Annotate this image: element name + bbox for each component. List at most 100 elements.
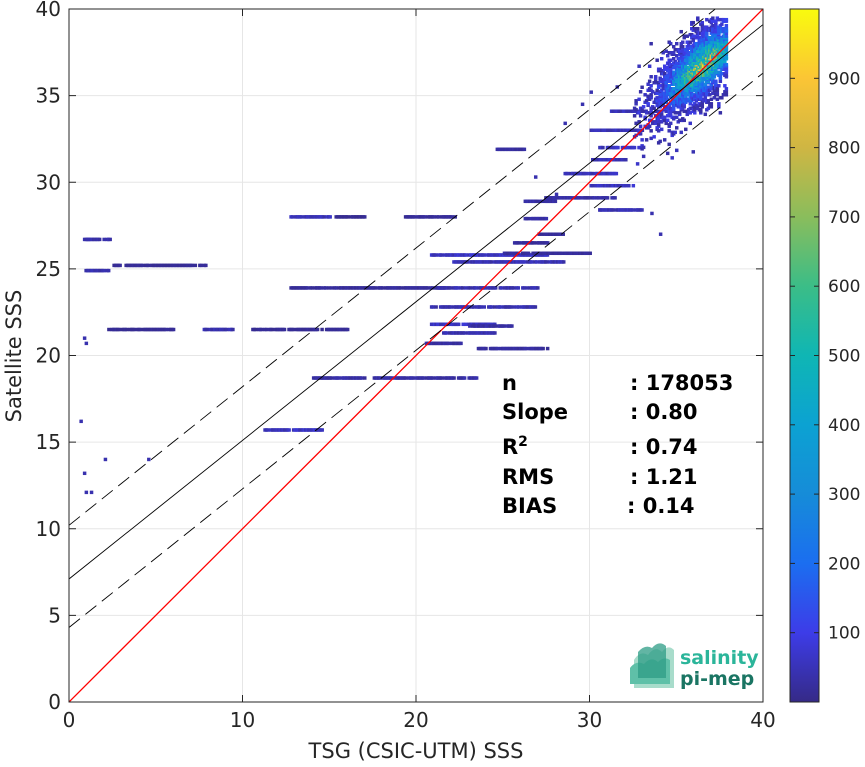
- density-cell: [699, 96, 703, 100]
- density-cell: [640, 138, 644, 142]
- density-cell: [337, 376, 341, 380]
- density-cell: [653, 75, 658, 79]
- density-cell: [440, 376, 444, 380]
- stat-label: n: [502, 371, 517, 395]
- density-cell: [682, 109, 686, 114]
- density-cell: [449, 305, 453, 309]
- density-cell: [641, 154, 646, 159]
- density-cell: [225, 327, 229, 332]
- density-cell: [634, 108, 638, 112]
- colorbar-tick-label: 800: [828, 139, 860, 159]
- density-cell: [634, 102, 638, 106]
- stat-value: : 0.14: [627, 494, 695, 518]
- density-cell: [315, 327, 320, 332]
- density-cell: [627, 183, 631, 188]
- density-cell: [674, 41, 679, 46]
- density-cell: [724, 55, 729, 59]
- density-cell: [661, 50, 665, 55]
- density-cell: [671, 50, 676, 55]
- density-cell: [591, 128, 595, 133]
- density-cell: [270, 327, 275, 332]
- density-cell: [323, 286, 328, 290]
- density-dot: [563, 121, 567, 126]
- density-cell: [534, 260, 539, 264]
- density-cell: [721, 93, 726, 97]
- density-cell: [474, 376, 479, 380]
- colorbar-tick-label: 300: [828, 485, 860, 505]
- density-cell: [650, 90, 655, 94]
- density-cell: [715, 87, 720, 91]
- density-cell: [649, 136, 653, 141]
- density-cell: [412, 215, 417, 219]
- density-cell: [588, 251, 592, 256]
- density-cell: [724, 26, 729, 31]
- density-cell: [649, 41, 653, 46]
- stat-label: BIAS: [502, 494, 557, 518]
- density-dot: [82, 336, 87, 340]
- density-cell: [664, 49, 668, 53]
- density-cell: [703, 112, 708, 117]
- density-cell: [659, 56, 664, 61]
- density-cell: [724, 23, 729, 28]
- density-cell: [723, 59, 727, 64]
- density-cell: [390, 376, 395, 380]
- density-cell: [715, 97, 720, 102]
- density-cell: [709, 102, 714, 106]
- density-dot: [147, 457, 151, 462]
- density-cell: [132, 327, 137, 332]
- density-cell: [328, 215, 332, 219]
- density-cell: [634, 99, 638, 103]
- density-cell: [464, 322, 468, 327]
- density-cell: [624, 183, 628, 188]
- density-cell: [674, 53, 679, 58]
- density-cell: [479, 305, 483, 309]
- density-cell: [345, 327, 350, 332]
- density-cell: [558, 232, 562, 236]
- density-cell: [611, 208, 616, 212]
- density-cell: [532, 241, 536, 245]
- y-tick-label: 25: [36, 257, 61, 281]
- density-dot: [554, 192, 559, 197]
- density-cell: [363, 376, 367, 380]
- density-cell: [638, 124, 643, 129]
- density-cell: [590, 171, 595, 176]
- x-tick-label: 40: [750, 708, 775, 732]
- density-cell: [464, 253, 468, 257]
- density-cell: [373, 286, 378, 290]
- density-cell: [705, 17, 709, 22]
- density-cell: [685, 40, 689, 44]
- density-cell: [138, 327, 143, 332]
- density-cell: [319, 286, 323, 290]
- density-cell: [688, 40, 693, 44]
- density-cell: [430, 286, 435, 290]
- colorbar-tick-label: 400: [828, 416, 860, 436]
- logo-text-line1: salinity: [680, 647, 759, 669]
- density-cell: [509, 305, 514, 309]
- x-tick-label: 0: [63, 708, 76, 732]
- density-cell: [484, 346, 488, 351]
- density-cell: [205, 327, 210, 332]
- density-cell: [493, 324, 498, 328]
- density-cell: [609, 128, 613, 133]
- density-cell: [724, 50, 729, 55]
- density-cell: [287, 428, 291, 432]
- colorbar-tick-label: 900: [828, 69, 860, 89]
- density-cell: [592, 196, 596, 200]
- density-cell: [536, 286, 540, 290]
- reference-lines: [69, 9, 763, 702]
- density-cell: [381, 286, 385, 290]
- density-cell: [423, 215, 427, 219]
- density-cell: [450, 215, 454, 219]
- density-cell: [709, 105, 714, 109]
- density-cell: [640, 109, 644, 114]
- density-cell: [426, 286, 430, 290]
- density-cell: [682, 105, 686, 109]
- density-cell: [468, 324, 472, 328]
- identity-line: [69, 9, 763, 702]
- density-cell: [299, 215, 304, 219]
- density-cell: [646, 82, 650, 86]
- density-cell: [724, 63, 729, 67]
- stat-label: Slope: [502, 400, 568, 424]
- density-cell: [661, 87, 665, 91]
- density-cell: [696, 26, 700, 31]
